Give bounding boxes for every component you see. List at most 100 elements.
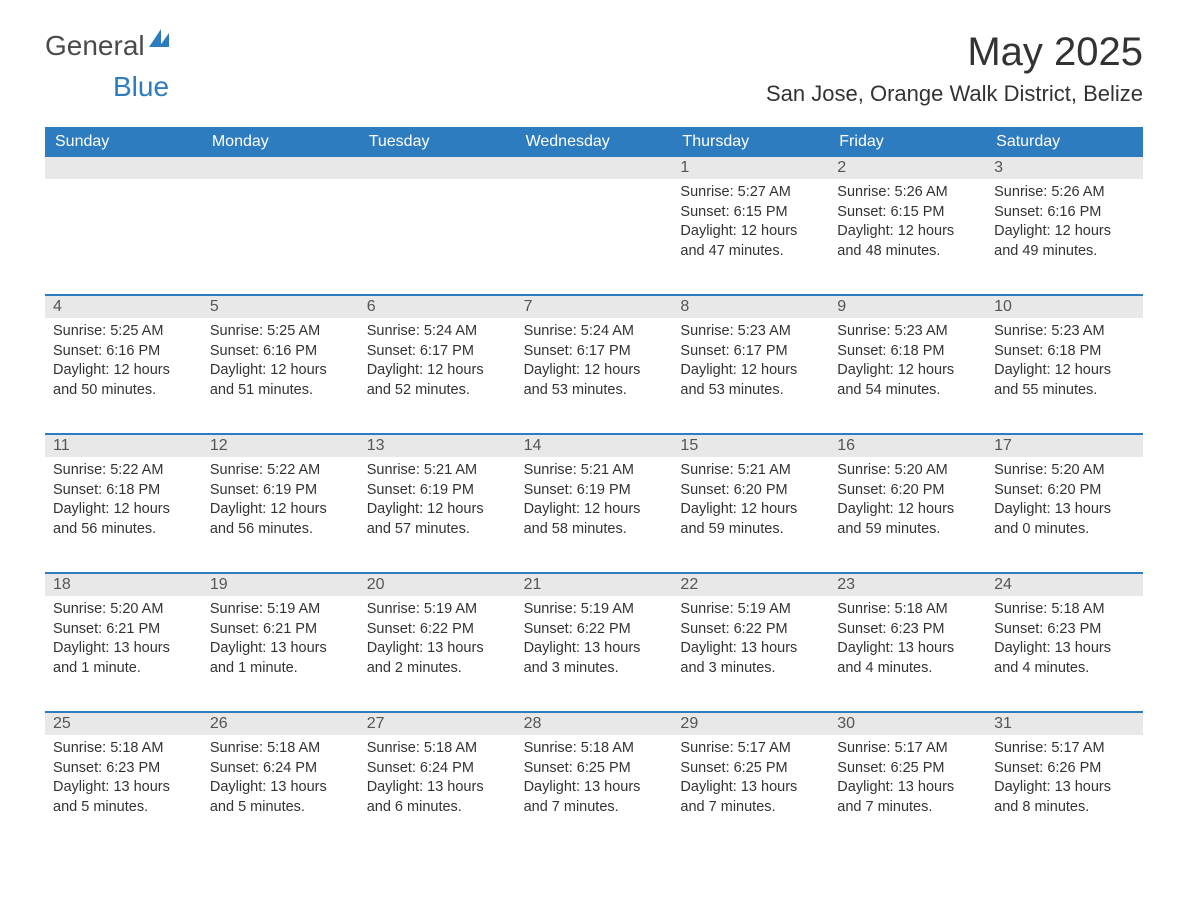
sunrise-line: Sunrise: 5:23 AM xyxy=(680,322,821,342)
sunrise-line: Sunrise: 5:21 AM xyxy=(524,461,665,481)
sunrise-line: Sunrise: 5:24 AM xyxy=(524,322,665,342)
day-info: Sunrise: 5:22 AMSunset: 6:19 PMDaylight:… xyxy=(202,457,359,543)
sunset-line: Sunset: 6:22 PM xyxy=(367,620,508,640)
date-number: 14 xyxy=(516,435,673,457)
sunrise-line: Sunrise: 5:21 AM xyxy=(367,461,508,481)
sunset-line: Sunset: 6:18 PM xyxy=(994,342,1135,362)
daylight-line: Daylight: 13 hours and 7 minutes. xyxy=(524,778,665,817)
day-info: Sunrise: 5:26 AMSunset: 6:16 PMDaylight:… xyxy=(986,179,1143,265)
day-info: Sunrise: 5:24 AMSunset: 6:17 PMDaylight:… xyxy=(516,318,673,404)
day-cell: 16Sunrise: 5:20 AMSunset: 6:20 PMDayligh… xyxy=(829,435,986,550)
daylight-line: Daylight: 12 hours and 50 minutes. xyxy=(53,361,194,400)
day-info: Sunrise: 5:25 AMSunset: 6:16 PMDaylight:… xyxy=(45,318,202,404)
week-row: 18Sunrise: 5:20 AMSunset: 6:21 PMDayligh… xyxy=(45,572,1143,689)
day-cell: 1Sunrise: 5:27 AMSunset: 6:15 PMDaylight… xyxy=(672,157,829,272)
daylight-line: Daylight: 13 hours and 3 minutes. xyxy=(680,639,821,678)
sunset-line: Sunset: 6:16 PM xyxy=(210,342,351,362)
sunrise-line: Sunrise: 5:18 AM xyxy=(994,600,1135,620)
day-header-wednesday: Wednesday xyxy=(516,127,673,157)
day-cell: 29Sunrise: 5:17 AMSunset: 6:25 PMDayligh… xyxy=(672,713,829,828)
sunset-line: Sunset: 6:24 PM xyxy=(367,759,508,779)
sunset-line: Sunset: 6:16 PM xyxy=(994,203,1135,223)
daylight-line: Daylight: 12 hours and 54 minutes. xyxy=(837,361,978,400)
sunrise-line: Sunrise: 5:17 AM xyxy=(837,739,978,759)
sunrise-line: Sunrise: 5:19 AM xyxy=(680,600,821,620)
day-cell: 30Sunrise: 5:17 AMSunset: 6:25 PMDayligh… xyxy=(829,713,986,828)
day-cell: 28Sunrise: 5:18 AMSunset: 6:25 PMDayligh… xyxy=(516,713,673,828)
day-cell: 3Sunrise: 5:26 AMSunset: 6:16 PMDaylight… xyxy=(986,157,1143,272)
sunrise-line: Sunrise: 5:20 AM xyxy=(994,461,1135,481)
day-cell: 6Sunrise: 5:24 AMSunset: 6:17 PMDaylight… xyxy=(359,296,516,411)
daylight-line: Daylight: 13 hours and 4 minutes. xyxy=(837,639,978,678)
week-row: 11Sunrise: 5:22 AMSunset: 6:18 PMDayligh… xyxy=(45,433,1143,550)
date-number: 19 xyxy=(202,574,359,596)
week-row: 25Sunrise: 5:18 AMSunset: 6:23 PMDayligh… xyxy=(45,711,1143,828)
date-number: 16 xyxy=(829,435,986,457)
date-number: 20 xyxy=(359,574,516,596)
day-info: Sunrise: 5:27 AMSunset: 6:15 PMDaylight:… xyxy=(672,179,829,265)
date-number: 15 xyxy=(672,435,829,457)
sunrise-line: Sunrise: 5:18 AM xyxy=(837,600,978,620)
daylight-line: Daylight: 12 hours and 59 minutes. xyxy=(837,500,978,539)
daylight-line: Daylight: 12 hours and 53 minutes. xyxy=(680,361,821,400)
sunset-line: Sunset: 6:20 PM xyxy=(994,481,1135,501)
day-cell: 9Sunrise: 5:23 AMSunset: 6:18 PMDaylight… xyxy=(829,296,986,411)
day-info: Sunrise: 5:18 AMSunset: 6:24 PMDaylight:… xyxy=(359,735,516,821)
daylight-line: Daylight: 13 hours and 6 minutes. xyxy=(367,778,508,817)
sunrise-line: Sunrise: 5:26 AM xyxy=(837,183,978,203)
sunrise-line: Sunrise: 5:18 AM xyxy=(53,739,194,759)
sunrise-line: Sunrise: 5:22 AM xyxy=(210,461,351,481)
sunset-line: Sunset: 6:19 PM xyxy=(524,481,665,501)
date-number: 31 xyxy=(986,713,1143,735)
day-info: Sunrise: 5:17 AMSunset: 6:26 PMDaylight:… xyxy=(986,735,1143,821)
date-number: 6 xyxy=(359,296,516,318)
daylight-line: Daylight: 12 hours and 49 minutes. xyxy=(994,222,1135,261)
daylight-line: Daylight: 12 hours and 52 minutes. xyxy=(367,361,508,400)
sunrise-line: Sunrise: 5:20 AM xyxy=(837,461,978,481)
sunrise-line: Sunrise: 5:25 AM xyxy=(53,322,194,342)
date-number: 18 xyxy=(45,574,202,596)
date-number: 24 xyxy=(986,574,1143,596)
date-number xyxy=(516,157,673,179)
day-info: Sunrise: 5:17 AMSunset: 6:25 PMDaylight:… xyxy=(829,735,986,821)
date-number: 8 xyxy=(672,296,829,318)
sunset-line: Sunset: 6:26 PM xyxy=(994,759,1135,779)
sunset-line: Sunset: 6:22 PM xyxy=(524,620,665,640)
daylight-line: Daylight: 12 hours and 51 minutes. xyxy=(210,361,351,400)
empty-cell xyxy=(516,157,673,272)
date-number: 3 xyxy=(986,157,1143,179)
sunset-line: Sunset: 6:22 PM xyxy=(680,620,821,640)
day-cell: 8Sunrise: 5:23 AMSunset: 6:17 PMDaylight… xyxy=(672,296,829,411)
day-header-sunday: Sunday xyxy=(45,127,202,157)
daylight-line: Daylight: 12 hours and 56 minutes. xyxy=(53,500,194,539)
logo-text-general: General xyxy=(45,30,145,62)
sunrise-line: Sunrise: 5:23 AM xyxy=(994,322,1135,342)
day-cell: 2Sunrise: 5:26 AMSunset: 6:15 PMDaylight… xyxy=(829,157,986,272)
day-info: Sunrise: 5:18 AMSunset: 6:25 PMDaylight:… xyxy=(516,735,673,821)
date-number: 2 xyxy=(829,157,986,179)
date-number: 5 xyxy=(202,296,359,318)
day-info: Sunrise: 5:18 AMSunset: 6:23 PMDaylight:… xyxy=(829,596,986,682)
sunrise-line: Sunrise: 5:19 AM xyxy=(367,600,508,620)
sunset-line: Sunset: 6:15 PM xyxy=(680,203,821,223)
week-row: 1Sunrise: 5:27 AMSunset: 6:15 PMDaylight… xyxy=(45,157,1143,272)
day-cell: 22 Sunrise: 5:19 AMSunset: 6:22 PMDayligh… xyxy=(672,574,829,689)
daylight-line: Daylight: 12 hours and 57 minutes. xyxy=(367,500,508,539)
day-cell: 27Sunrise: 5:18 AMSunset: 6:24 PMDayligh… xyxy=(359,713,516,828)
sunrise-line: Sunrise: 5:18 AM xyxy=(210,739,351,759)
day-cell: 5Sunrise: 5:25 AMSunset: 6:16 PMDaylight… xyxy=(202,296,359,411)
sunrise-line: Sunrise: 5:23 AM xyxy=(837,322,978,342)
date-number: 22 xyxy=(672,574,829,596)
sunset-line: Sunset: 6:23 PM xyxy=(53,759,194,779)
day-header-tuesday: Tuesday xyxy=(359,127,516,157)
week-row: 4Sunrise: 5:25 AMSunset: 6:16 PMDaylight… xyxy=(45,294,1143,411)
sunrise-line: Sunrise: 5:24 AM xyxy=(367,322,508,342)
sunrise-line: Sunrise: 5:17 AM xyxy=(680,739,821,759)
sunset-line: Sunset: 6:23 PM xyxy=(994,620,1135,640)
day-info: Sunrise: 5:21 AMSunset: 6:19 PMDaylight:… xyxy=(516,457,673,543)
day-info: Sunrise: 5:19 AMSunset: 6:22 PMDaylight:… xyxy=(359,596,516,682)
daylight-line: Daylight: 12 hours and 58 minutes. xyxy=(524,500,665,539)
sunset-line: Sunset: 6:18 PM xyxy=(53,481,194,501)
day-header-friday: Friday xyxy=(829,127,986,157)
empty-cell xyxy=(359,157,516,272)
